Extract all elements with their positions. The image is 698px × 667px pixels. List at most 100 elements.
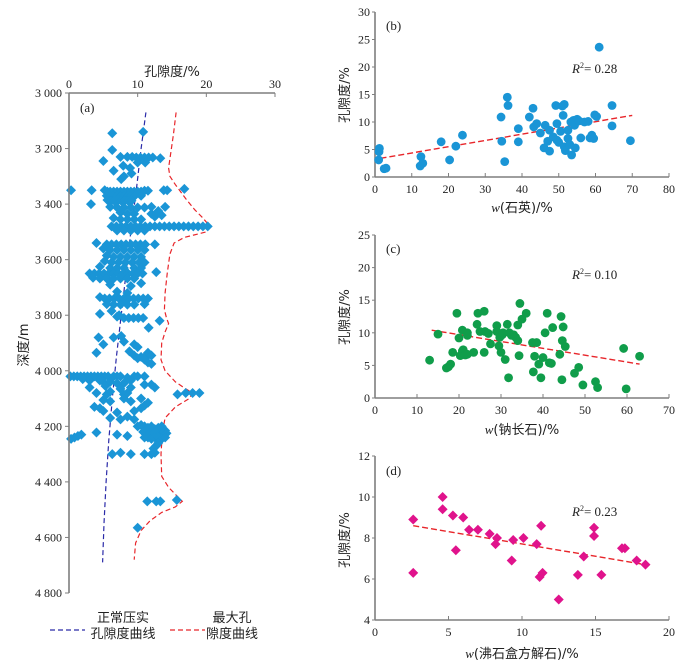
panel-d-point — [450, 545, 461, 556]
panel-d-point — [506, 555, 517, 566]
panel-a-point — [94, 308, 105, 319]
panel-c-point — [496, 347, 506, 357]
panel-a-point — [142, 397, 153, 408]
panel-c: (c) 0 10 20 30 40 50 60 70 0 5 10 15 20 25 孔隙度/% R2= … — [337, 228, 675, 438]
panel-b-point — [497, 136, 507, 146]
panel-b-point — [552, 119, 562, 129]
panel-a-xlabel: 孔隙度/% — [144, 64, 200, 80]
panel-c-point — [504, 373, 513, 383]
panel-a-point — [132, 342, 143, 353]
panel-c-point — [425, 355, 434, 365]
panel-a-point — [88, 272, 99, 283]
panel-a-point — [115, 214, 126, 225]
panel-a-point — [160, 432, 171, 443]
panel-a-point — [139, 244, 150, 255]
panel-b-y-tick-label: 20 — [358, 60, 370, 74]
panel-a-point — [139, 354, 150, 365]
panel-c-y-tick-label: 5 — [364, 358, 370, 372]
panel-a-point — [85, 199, 96, 210]
panel-a-point — [129, 208, 140, 219]
panel-c-point — [530, 351, 539, 361]
panel-a-point — [202, 221, 213, 232]
panel-d-point — [596, 569, 607, 580]
panel-d-point — [589, 530, 600, 541]
panel-b-point — [381, 163, 391, 173]
panel-b-x-tick-label: 20 — [443, 182, 455, 196]
panel-b-point — [436, 137, 446, 147]
panel-c-point — [479, 347, 489, 357]
panel-a-point — [112, 244, 123, 255]
panel-c-point — [558, 322, 568, 332]
panel-c-x-tick-label: 0 — [372, 403, 378, 417]
panel-c-point — [536, 373, 546, 383]
panel-a-point — [146, 358, 157, 369]
panel-d-y-tick-label: 10 — [358, 490, 370, 504]
panel-a-point — [106, 306, 117, 317]
panel-c-point — [556, 312, 566, 321]
panel-a-point — [156, 210, 167, 221]
panel-d-point — [408, 567, 419, 578]
panel-b-point — [560, 146, 570, 156]
panel-b-r2: R2= 0.28 — [571, 61, 617, 76]
panel-a-point — [139, 299, 150, 310]
panel-a-point — [129, 273, 140, 284]
panel-a-y-tick-label: 3 400 — [35, 197, 62, 211]
panel-c-point — [555, 349, 565, 359]
panel-b-point — [451, 141, 461, 151]
panel-b-ylabel: 孔隙度/% — [337, 67, 353, 123]
panel-c-point — [542, 308, 552, 318]
panel-a-point — [100, 381, 111, 392]
panel-b-x-tick-label: 30 — [479, 182, 491, 196]
panel-a-point — [138, 126, 149, 137]
panel-a-point — [122, 299, 133, 310]
panel-a-point — [122, 273, 133, 284]
panel-d-point — [472, 524, 483, 535]
panel-a-x-tick-label: 0 — [66, 77, 72, 91]
panel-d: (d) 0 5 10 15 20 4 6 8 10 12 孔隙度/% R2= 0.23 w(沸石盒… — [337, 449, 675, 662]
panel-c-xlabel-italic: w — [485, 422, 494, 437]
panel-a-point — [84, 382, 95, 393]
legend-max-porosity-line2: 隙度曲线 — [206, 626, 258, 642]
panel-a-x-tick-label: 10 — [132, 77, 144, 91]
panel-d-point — [408, 514, 419, 525]
panel-c-point — [621, 384, 631, 394]
panel-a-point — [107, 144, 118, 155]
panel-c-point — [635, 351, 644, 361]
panel-c-point — [448, 347, 458, 357]
panel-a-point — [132, 371, 143, 382]
panel-a-point — [91, 347, 102, 358]
panel-b-y-tick-label: 25 — [358, 33, 370, 47]
panel-b-point — [551, 101, 561, 110]
panel-a-point — [129, 414, 140, 425]
panel-a-y-tick-label: 3 200 — [35, 142, 62, 156]
panel-a-point — [194, 388, 205, 398]
panel-d-x-tick-label: 15 — [590, 625, 602, 639]
legend-normal-compaction-line1: 正常压实 — [97, 611, 149, 626]
panel-c-point — [469, 347, 479, 357]
panel-a-point — [179, 183, 190, 194]
panel-d-ticks: 0 5 10 15 20 4 6 8 10 12 — [358, 449, 675, 639]
panel-a-point — [115, 207, 126, 218]
panel-c-point — [540, 328, 550, 338]
panel-c-point — [479, 306, 489, 316]
panel-a-point — [122, 214, 133, 225]
panel-d-point — [464, 524, 475, 535]
panel-a-y-tick-label: 4 800 — [35, 586, 62, 600]
panel-d-trendline — [413, 525, 646, 566]
panel-b-point — [576, 133, 586, 143]
panel-c-point — [528, 367, 538, 377]
panel-c-point — [593, 383, 602, 392]
panel-c-ticks: 0 10 20 30 40 50 60 70 0 5 10 15 20 25 — [358, 228, 675, 417]
panel-c-point — [500, 355, 510, 364]
panel-a-point — [149, 382, 160, 393]
panel-a-point — [99, 256, 110, 267]
panel-d-point — [447, 510, 458, 521]
panel-a-y-tick-label: 4 000 — [35, 364, 62, 378]
panel-a-point — [94, 261, 105, 272]
panel-c-point — [433, 329, 443, 339]
panel-a-point — [139, 449, 150, 460]
panel-c-point — [578, 380, 588, 390]
panel-b-xlabel: w(石英)/% — [491, 200, 553, 216]
